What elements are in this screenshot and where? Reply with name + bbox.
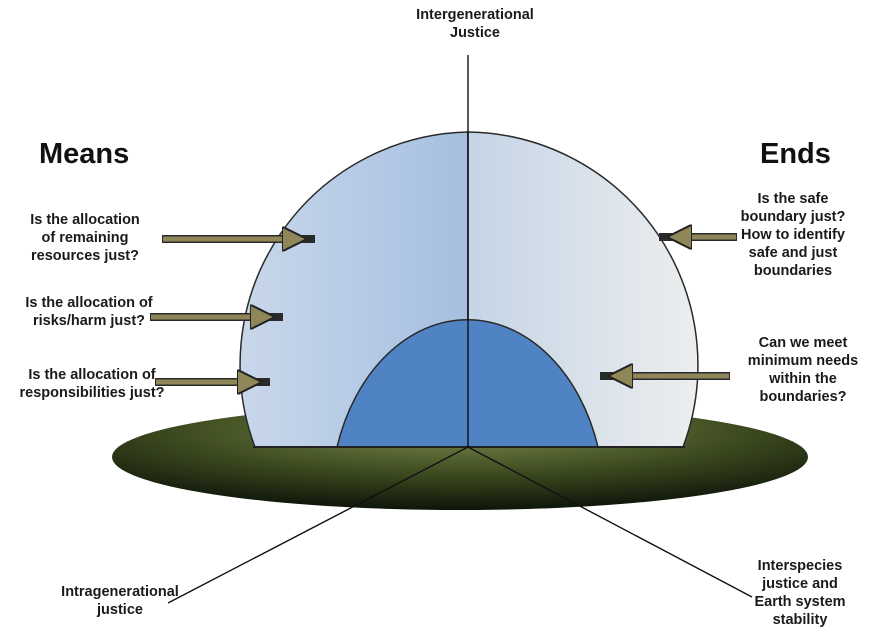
means-question-resources: Is the allocation of remaining resources…	[30, 212, 140, 264]
axis-label-intragenerational: Intragenerational justice	[61, 584, 179, 618]
heading-means: Means	[39, 138, 130, 170]
ends-question-boundary: Is the safe boundary just? How to identi…	[740, 191, 846, 279]
ends-question-needs: Can we meet minimum needs within the bou…	[747, 335, 859, 405]
means-question-risks: Is the allocation of risks/harm just?	[25, 295, 153, 329]
axis-intragenerational	[167, 446, 469, 604]
axis-interspecies	[467, 446, 753, 598]
axis-label-interspecies: Interspecies justice and Earth system st…	[754, 558, 846, 628]
axis-label-intergenerational: Intergenerational Justice	[416, 7, 534, 41]
heading-ends: Ends	[760, 138, 831, 170]
means-question-responsibilities: Is the allocation of responsibilities ju…	[19, 367, 165, 401]
